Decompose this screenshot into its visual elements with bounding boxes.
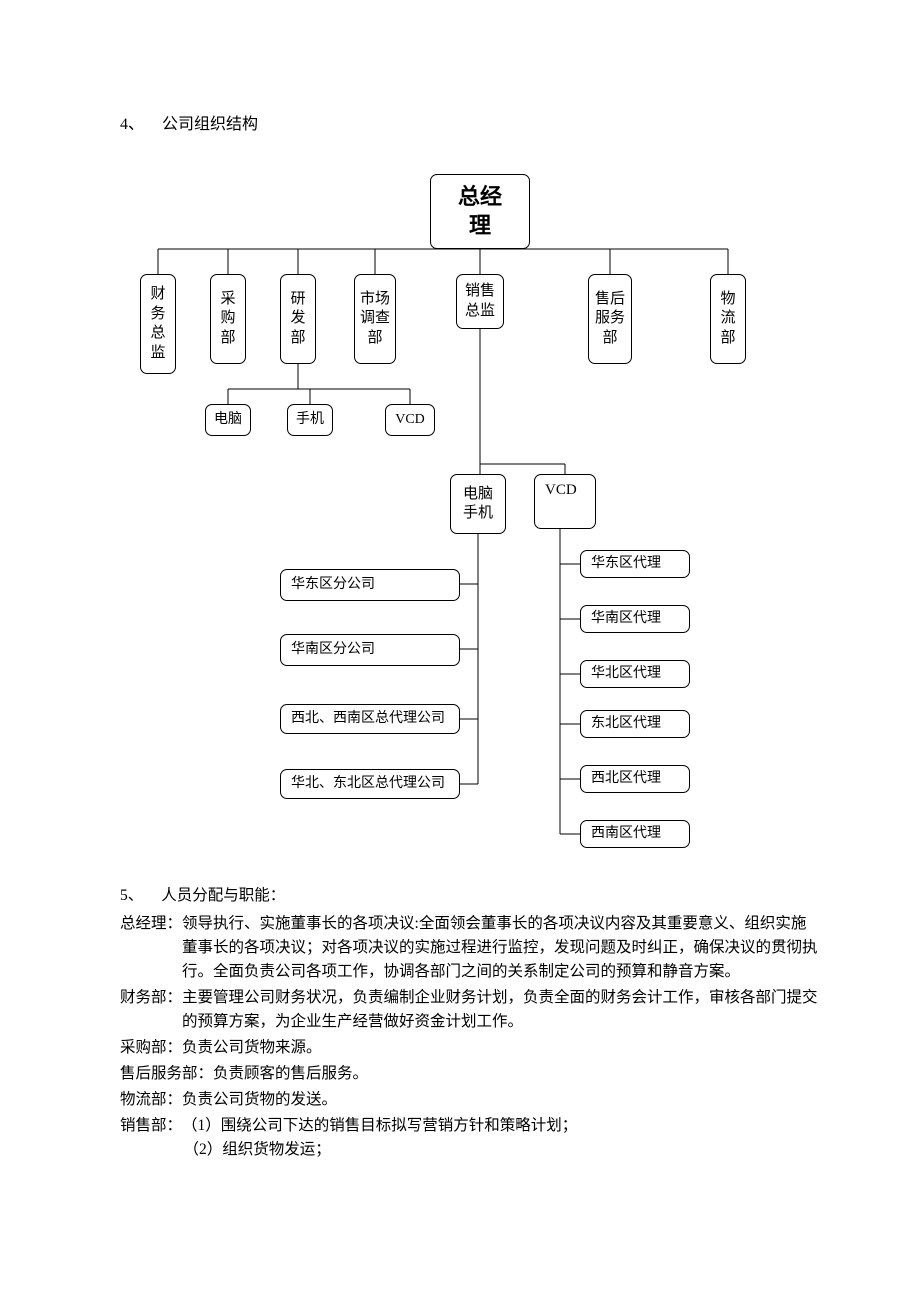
node-branch-0: 华东区分公司: [280, 569, 460, 601]
role-sal: 销售部： （1）围绕公司下达的销售目标拟写营销方针和策略计划；: [120, 1114, 820, 1138]
role-sal-desc2: （2）组织货物发运；: [120, 1138, 820, 1162]
org-chart: 总经理 财务总监 采购部 研发部 市场调查部 销售总监 售后服务部 物流部 电脑…: [110, 164, 790, 864]
section4-title: 公司组织结构: [162, 116, 258, 133]
section4-heading: 4、 公司组织结构: [120, 110, 820, 134]
node-branch-2: 西北、西南区总代理公司: [280, 704, 460, 734]
role-sal-label: 销售部：: [120, 1114, 182, 1138]
node-agent-3: 东北区代理: [580, 710, 690, 738]
section4-num: 4、: [120, 116, 144, 133]
role-sal-desc1: （1）围绕公司下达的销售目标拟写营销方针和策略计划；: [182, 1114, 820, 1138]
node-logistics: 物流部: [710, 274, 746, 364]
role-fin-desc: 主要管理公司财务状况，负责编制企业财务计划，负责全面的财务会计工作，审核各部门提…: [182, 986, 820, 1034]
node-root: 总经理: [430, 174, 530, 249]
role-svc-desc: 负责顾客的售后服务。: [213, 1062, 820, 1086]
role-log: 物流部： 负责公司货物的发送。: [120, 1088, 820, 1112]
role-svc-label: 售后服务部：: [120, 1062, 213, 1086]
node-sales-vcd: VCD: [534, 474, 596, 529]
role-log-desc: 负责公司货物的发送。: [182, 1088, 820, 1112]
node-agent-2: 华北区代理: [580, 660, 690, 688]
node-branch-3: 华北、东北区总代理公司: [280, 769, 460, 799]
node-branch-1: 华南区分公司: [280, 634, 460, 666]
node-agent-1: 华南区代理: [580, 605, 690, 633]
role-gm-desc: 领导执行、实施董事长的各项决议:全面领会董事长的各项决议内容及其重要意义、组织实…: [182, 912, 820, 984]
node-rd-pc: 电脑: [205, 404, 251, 436]
role-log-label: 物流部：: [120, 1088, 182, 1112]
node-agent-5: 西南区代理: [580, 820, 690, 848]
section5-body: 5、 人员分配与职能： 总经理： 领导执行、实施董事长的各项决议:全面领会董事长的…: [120, 884, 820, 1162]
node-rd-phone: 手机: [287, 404, 333, 436]
node-market: 市场调查部: [354, 274, 396, 364]
node-agent-0: 华东区代理: [580, 550, 690, 578]
section5-num: 5、: [120, 887, 143, 904]
node-sales-pcphone: 电脑 手机: [450, 474, 506, 534]
node-agent-4: 西北区代理: [580, 765, 690, 793]
section5-title: 人员分配与职能：: [161, 887, 285, 904]
node-finance: 财务总监: [140, 274, 176, 374]
node-service: 售后服务部: [588, 274, 632, 364]
role-gm: 总经理： 领导执行、实施董事长的各项决议:全面领会董事长的各项决议内容及其重要意…: [120, 912, 820, 984]
role-pur: 采购部： 负责公司货物来源。: [120, 1036, 820, 1060]
role-gm-label: 总经理：: [120, 912, 182, 984]
role-pur-label: 采购部：: [120, 1036, 182, 1060]
node-purchase: 采购部: [210, 274, 246, 364]
role-pur-desc: 负责公司货物来源。: [182, 1036, 820, 1060]
node-rd: 研发部: [280, 274, 316, 364]
node-rd-vcd: VCD: [385, 404, 435, 436]
role-svc: 售后服务部： 负责顾客的售后服务。: [120, 1062, 820, 1086]
section5-heading: 5、 人员分配与职能：: [120, 884, 820, 908]
role-fin: 财务部： 主要管理公司财务状况，负责编制企业财务计划，负责全面的财务会计工作，审…: [120, 986, 820, 1034]
node-sales: 销售总监: [456, 274, 504, 329]
role-fin-label: 财务部：: [120, 986, 182, 1034]
